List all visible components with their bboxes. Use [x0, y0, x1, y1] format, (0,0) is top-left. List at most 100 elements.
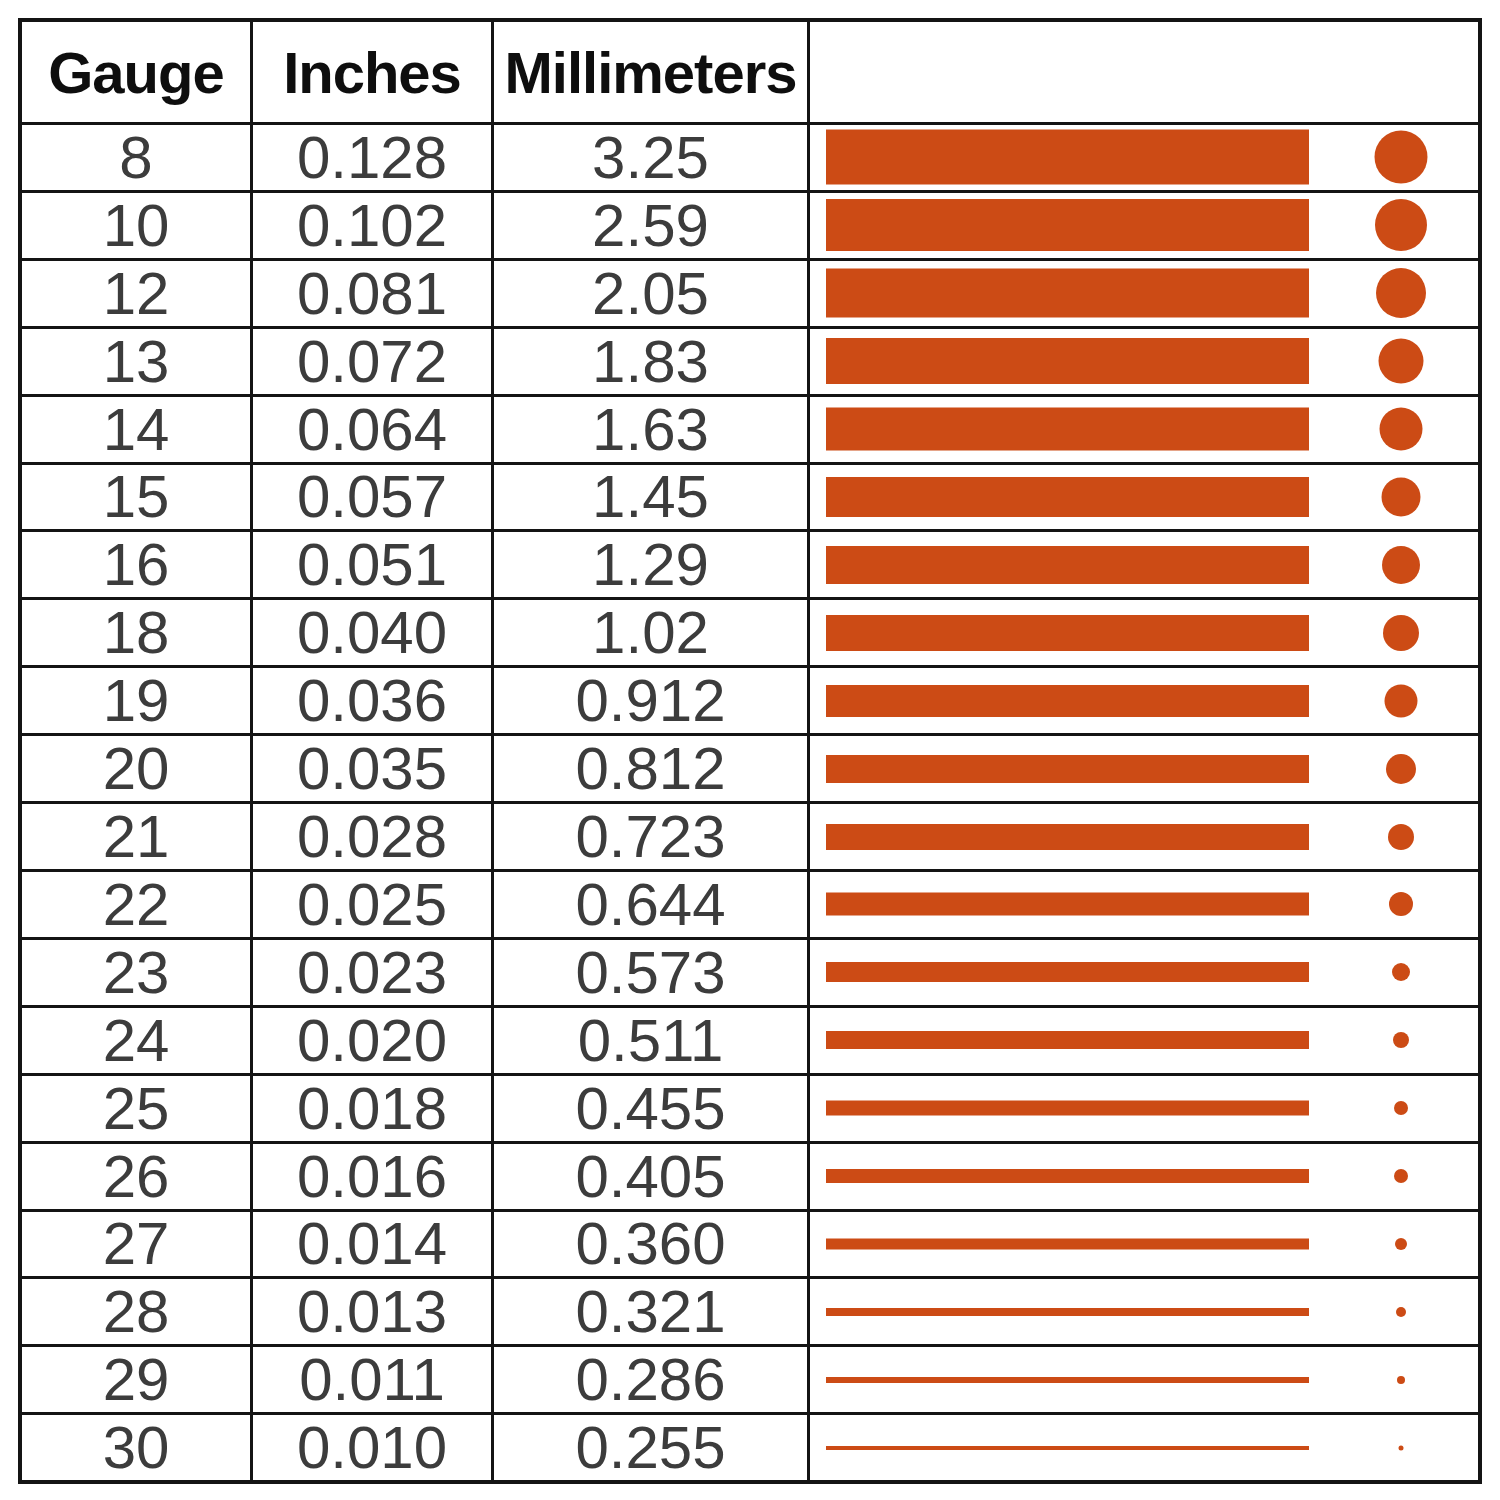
inches-value: 0.014: [250, 1212, 491, 1277]
gauge-value: 29: [22, 1347, 250, 1412]
header-inches: Inches: [250, 22, 491, 122]
gauge-value: 13: [22, 329, 250, 394]
gauge-value: 24: [22, 1008, 250, 1073]
gauge-value: 19: [22, 668, 250, 733]
wire-thickness-bar: [826, 1446, 1309, 1450]
wire-thickness-bar: [826, 1377, 1309, 1383]
wire-cross-section-dot: [1386, 754, 1416, 784]
wire-visual-cell: [807, 668, 1478, 733]
inches-value: 0.010: [250, 1415, 491, 1480]
table-row: 20 0.035 0.812: [22, 733, 1478, 801]
gauge-value: 14: [22, 397, 250, 462]
table-row: 19 0.036 0.912: [22, 665, 1478, 733]
gauge-value: 10: [22, 193, 250, 258]
table-row: 16 0.051 1.29: [22, 529, 1478, 597]
wire-thickness-bar: [826, 1308, 1309, 1316]
inches-value: 0.040: [250, 600, 491, 665]
wire-visual-cell: [807, 532, 1478, 597]
table-row: 13 0.072 1.83: [22, 326, 1478, 394]
inches-value: 0.020: [250, 1008, 491, 1073]
table-row: 30 0.010 0.255: [22, 1412, 1478, 1480]
wire-cross-section-dot: [1394, 1101, 1408, 1115]
wire-thickness-bar: [826, 962, 1309, 982]
inches-value: 0.051: [250, 532, 491, 597]
wire-thickness-bar: [826, 269, 1309, 318]
table-row: 14 0.064 1.63: [22, 394, 1478, 462]
wire-cross-section-dot: [1399, 1445, 1404, 1450]
gauge-value: 25: [22, 1076, 250, 1141]
wire-cross-section-dot: [1382, 546, 1420, 584]
inches-value: 0.072: [250, 329, 491, 394]
wire-thickness-bar: [826, 1031, 1309, 1049]
mm-value: 1.83: [491, 329, 807, 394]
mm-value: 2.59: [491, 193, 807, 258]
table-row: 10 0.102 2.59: [22, 190, 1478, 258]
header-millimeters: Millimeters: [491, 22, 807, 122]
inches-value: 0.081: [250, 261, 491, 326]
mm-value: 0.644: [491, 872, 807, 937]
wire-visual-cell: [807, 1279, 1478, 1344]
wire-visual-cell: [807, 465, 1478, 530]
mm-value: 0.723: [491, 804, 807, 869]
wire-visual-cell: [807, 600, 1478, 665]
mm-value: 0.573: [491, 940, 807, 1005]
mm-value: 0.455: [491, 1076, 807, 1141]
wire-cross-section-dot: [1397, 1376, 1405, 1384]
wire-cross-section-dot: [1388, 824, 1414, 850]
mm-value: 0.812: [491, 736, 807, 801]
wire-visual-cell: [807, 940, 1478, 1005]
mm-value: 0.360: [491, 1212, 807, 1277]
wire-cross-section-dot: [1395, 1238, 1407, 1250]
wire-visual-cell: [807, 397, 1478, 462]
wire-thickness-bar: [826, 546, 1309, 584]
gauge-value: 16: [22, 532, 250, 597]
wire-thickness-bar: [826, 408, 1309, 451]
mm-value: 0.912: [491, 668, 807, 733]
table-row: 18 0.040 1.02: [22, 597, 1478, 665]
table-row: 26 0.016 0.405: [22, 1141, 1478, 1209]
wire-cross-section-dot: [1375, 199, 1427, 251]
table-header-row: Gauge Inches Millimeters: [22, 22, 1478, 122]
wire-cross-section-dot: [1383, 615, 1419, 651]
wire-cross-section-dot: [1379, 339, 1424, 384]
wire-thickness-bar: [826, 755, 1309, 783]
mm-value: 1.45: [491, 465, 807, 530]
gauge-value: 18: [22, 600, 250, 665]
wire-thickness-bar: [826, 615, 1309, 651]
inches-value: 0.016: [250, 1144, 491, 1209]
wire-thickness-bar: [826, 1101, 1309, 1116]
mm-value: 0.286: [491, 1347, 807, 1412]
wire-thickness-bar: [826, 130, 1309, 185]
header-gauge: Gauge: [22, 22, 250, 122]
gauge-value: 20: [22, 736, 250, 801]
inches-value: 0.036: [250, 668, 491, 733]
wire-cross-section-dot: [1375, 131, 1428, 184]
table-row: 23 0.023 0.573: [22, 937, 1478, 1005]
wire-thickness-bar: [826, 893, 1309, 916]
table-row: 28 0.013 0.321: [22, 1276, 1478, 1344]
table-row: 22 0.025 0.644: [22, 869, 1478, 937]
gauge-value: 8: [22, 125, 250, 190]
wire-visual-cell: [807, 329, 1478, 394]
header-visual-empty: [807, 22, 1478, 122]
table-row: 8 0.128 3.25: [22, 122, 1478, 190]
wire-cross-section-dot: [1396, 1307, 1406, 1317]
gauge-value: 22: [22, 872, 250, 937]
wire-thickness-bar: [826, 477, 1309, 517]
inches-value: 0.102: [250, 193, 491, 258]
mm-value: 0.511: [491, 1008, 807, 1073]
gauge-value: 30: [22, 1415, 250, 1480]
wire-visual-cell: [807, 1076, 1478, 1141]
gauge-value: 15: [22, 465, 250, 530]
wire-visual-cell: [807, 193, 1478, 258]
inches-value: 0.064: [250, 397, 491, 462]
wire-cross-section-dot: [1376, 268, 1426, 318]
wire-thickness-bar: [826, 338, 1309, 384]
gauge-value: 28: [22, 1279, 250, 1344]
gauge-value: 23: [22, 940, 250, 1005]
gauge-value: 21: [22, 804, 250, 869]
mm-value: 1.02: [491, 600, 807, 665]
wire-visual-cell: [807, 125, 1478, 190]
wire-thickness-bar: [826, 1238, 1309, 1249]
mm-value: 3.25: [491, 125, 807, 190]
